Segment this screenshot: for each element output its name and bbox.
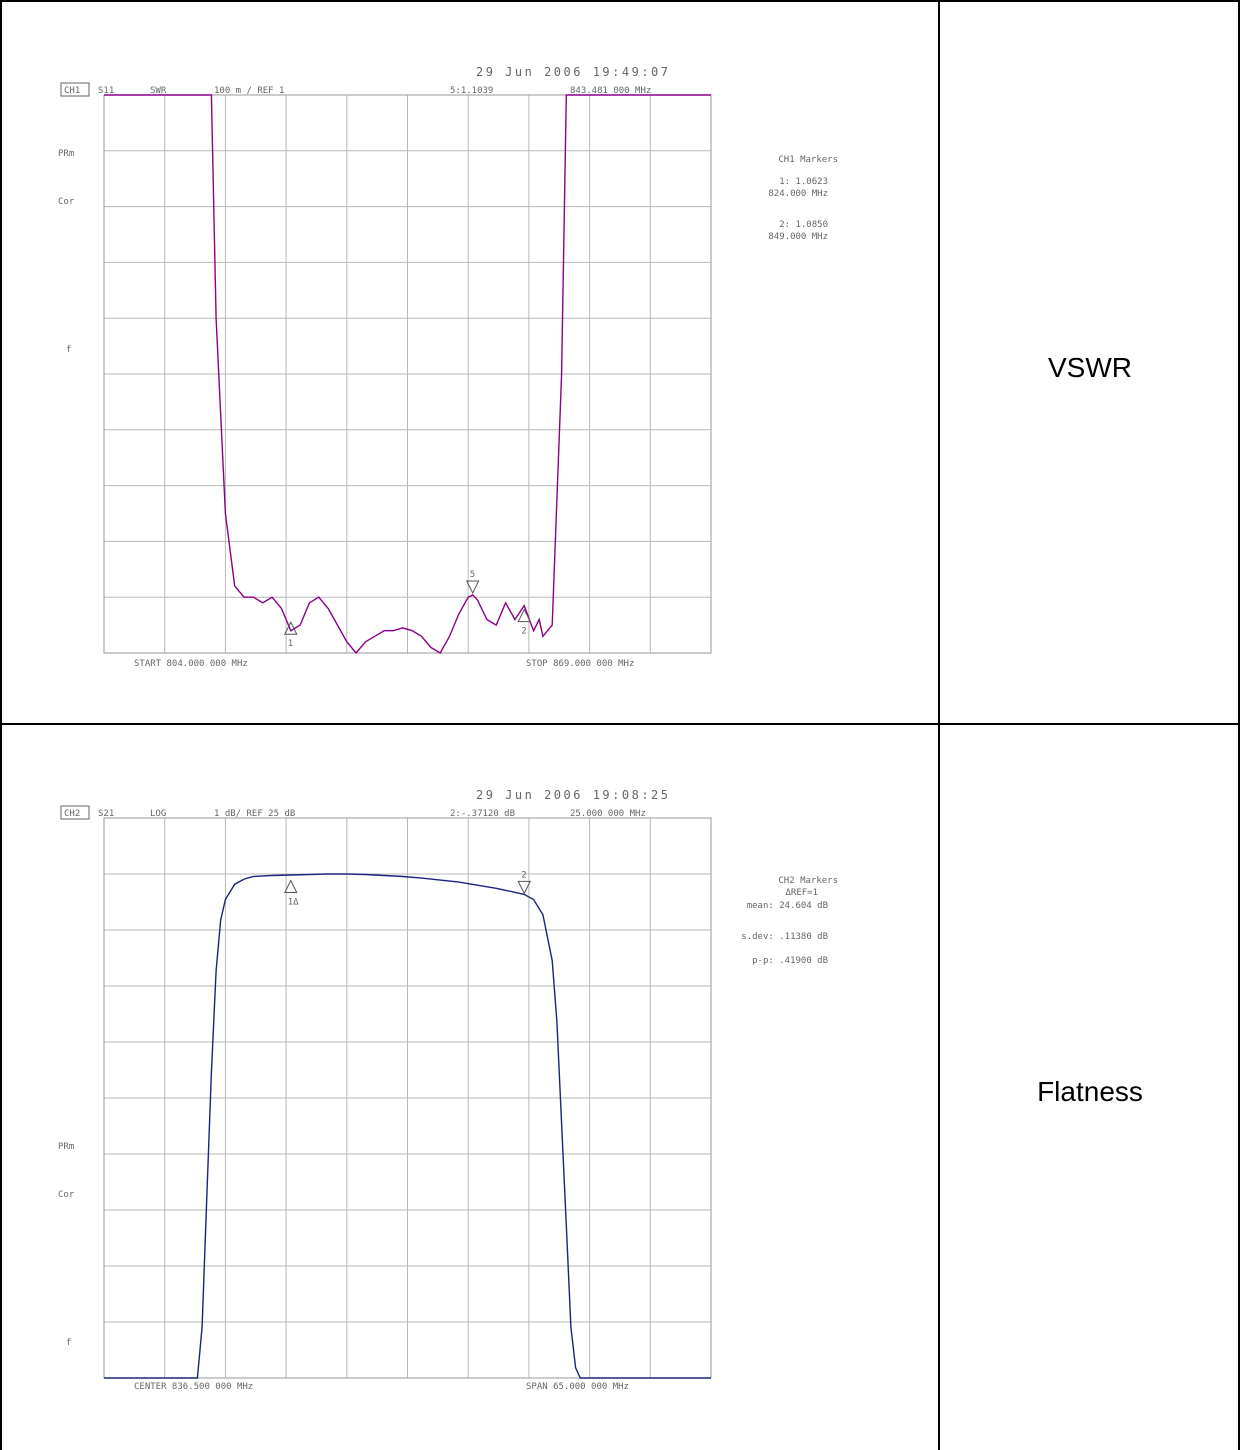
footer-stop-frequency: STOP 869.000 000 MHz <box>526 659 634 669</box>
date-time-stamp: 29 Jun 2006 19:49:07 <box>476 65 671 79</box>
trace-line <box>104 94 711 655</box>
table-column-divider <box>938 0 940 1450</box>
channel-label: CH1 <box>64 86 80 96</box>
annotation-label-cor: Cor <box>58 1190 75 1200</box>
row-label-flatness: Flatness <box>1037 1076 1143 1107</box>
channel-label: CH2 <box>64 809 80 819</box>
table-row-divider <box>0 723 1240 725</box>
active-marker-value: 2:-.37120 dB <box>450 809 515 819</box>
marker-readout-line: 2: 1.0850 <box>779 220 828 230</box>
vswr-plot: 29 Jun 2006 19:49:07 CH1 S11 SWR 100 m / REF… <box>58 65 838 669</box>
footer-start-frequency: CENTER 836.500 000 MHz <box>134 1382 253 1392</box>
marker-label: 1Δ <box>288 898 299 908</box>
format-label: LOG <box>150 809 166 819</box>
annotation-label-f: f <box>66 1338 71 1348</box>
annotation-label-cor: Cor <box>58 197 75 207</box>
marker-triangle <box>283 621 298 635</box>
marker-label: 5 <box>470 570 475 580</box>
scale-label: 100 m / REF 1 <box>214 86 284 96</box>
annotation-label-prm: PRm <box>58 1142 74 1152</box>
scale-label: 1 dB/ REF 25 dB <box>214 809 295 819</box>
footer-stop-frequency: SPAN 65.000 000 MHz <box>526 1382 629 1392</box>
marker-label: 2 <box>521 870 526 880</box>
flatness-plot: 29 Jun 2006 19:08:25 CH2 S21 LOG 1 dB/ REF 2… <box>58 788 838 1392</box>
channel-box <box>60 82 90 97</box>
marker-readout-line: p-p: .41900 dB <box>752 956 828 966</box>
marker-readout-line: mean: 24.604 dB <box>747 901 828 911</box>
annotation-label-prm: PRm <box>58 149 74 159</box>
marker-readout-line: 1: 1.0623 <box>779 177 828 187</box>
marker-triangle <box>517 608 532 623</box>
active-marker-frequency: 843.481 000 MHz <box>570 86 651 96</box>
marker-readout-line: 849.000 MHz <box>768 232 828 242</box>
plot-frame <box>103 817 712 1379</box>
row-label-vswr: VSWR <box>1048 352 1132 383</box>
marker-readout-line: s.dev: .11380 dB <box>741 932 828 942</box>
channel-box <box>60 805 90 820</box>
annotation-label-f: f <box>66 345 71 355</box>
active-marker-frequency: 25.000 000 MHz <box>570 809 646 819</box>
markers-title: CH2 Markers <box>778 876 838 886</box>
marker-label: 2 <box>521 627 526 637</box>
markers-title: CH1 Markers <box>778 155 838 165</box>
parameter-label: S21 <box>98 809 114 819</box>
active-marker-value: 5:1.1039 <box>450 86 493 96</box>
table-border-left <box>0 0 2 1450</box>
marker-label: 1 <box>288 639 293 649</box>
date-time-stamp: 29 Jun 2006 19:08:25 <box>476 788 671 802</box>
marker-triangle <box>517 880 532 895</box>
format-label: SWR <box>150 86 167 96</box>
marker-triangle <box>283 879 298 894</box>
marker-triangle <box>465 580 480 595</box>
footer-start-frequency: START 804.000 000 MHz <box>134 659 248 669</box>
trace-line <box>104 873 711 1379</box>
marker-readout-line: ΔREF=1 <box>785 888 818 898</box>
parameter-label: S11 <box>98 86 114 96</box>
table-border-top <box>0 0 1240 2</box>
table-border-right <box>1238 0 1240 1450</box>
plot-frame <box>103 94 712 654</box>
marker-readout-line: 824.000 MHz <box>768 189 828 199</box>
